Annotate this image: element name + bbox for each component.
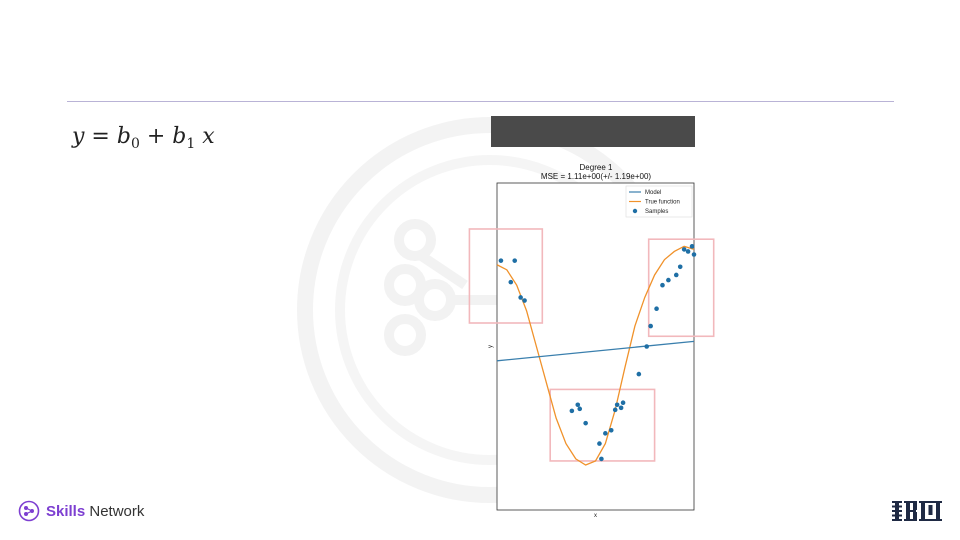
sample-point [518,295,523,300]
sample-point [575,402,581,408]
ibm-logo-icon [892,501,942,521]
skills-network-logo-icon [18,500,40,522]
chart-subtitle: MSE = 1.11e+00(+/- 1.19e+00) [540,172,652,181]
brand-name-rest: Network [85,502,145,520]
brand-name-strong: Skills [46,502,86,520]
sample-point [569,408,575,414]
axes-frame [496,182,695,511]
sample-point [620,400,626,406]
sample-point [614,402,620,408]
legend-label-samples: Samples [645,209,668,215]
sample-point [648,323,653,329]
sample-point [654,306,659,311]
legend-label-model: Model [645,190,661,196]
sample-point [689,244,695,249]
sample-point [691,252,697,257]
equation-plus: + [139,124,173,149]
sample-point [599,456,604,462]
model-line [496,340,695,362]
legend-marker-samples [632,208,638,214]
sample-point [577,406,583,412]
true-function-line [496,245,695,466]
regression-equation: y = b0 + b1 x [72,124,215,152]
legend-label-true-function: True function [645,200,680,206]
equation-x: x [195,124,215,149]
sample-point [636,371,642,377]
sample-point [508,279,514,285]
sample-point [583,420,588,426]
sample-point [666,277,671,283]
highlight-region-1 [468,228,544,324]
equation-y: y [72,124,85,149]
y-axis-label: y [488,345,494,348]
equation-b0-subscript: 0 [130,136,140,152]
brand-name: Skills Network [46,503,144,520]
sample-point [597,441,602,446]
sample-point [681,247,687,252]
equation-b1: b [172,124,187,149]
sample-point [677,264,683,270]
sample-point [673,272,679,278]
sample-point [660,282,665,288]
degree-1-fit-chart: x y Model True function Samples [468,182,715,519]
sample-point [644,344,650,349]
equation-equals: = [84,124,117,149]
equation-b1-subscript: 1 [186,136,196,152]
sample-point [618,405,624,411]
sample-point [685,249,691,254]
sample-point [512,258,518,263]
redacted-title-bar [491,116,695,147]
sample-point [612,407,618,413]
sample-point [608,427,614,433]
chart-title: Degree 1 [579,163,613,172]
header-divider [67,101,894,102]
sample-point [603,431,608,436]
skills-network-logo: Skills Network [18,500,144,522]
sample-point [498,258,504,263]
sample-point [522,298,527,303]
equation-b0: b [116,124,131,149]
x-axis-label: x [594,513,597,519]
